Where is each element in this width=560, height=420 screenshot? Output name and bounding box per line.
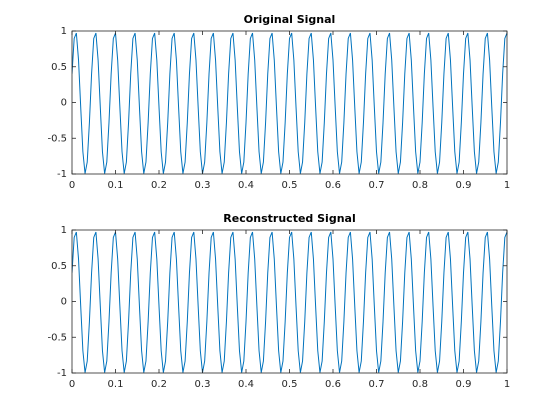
x-tick-label: 0.9 bbox=[456, 379, 472, 390]
x-tick-label: 0.4 bbox=[238, 379, 254, 390]
y-tick-label: -1 bbox=[57, 169, 67, 180]
x-tick-label: 0.5 bbox=[282, 180, 298, 191]
y-tick-label: 0 bbox=[61, 98, 67, 109]
x-tick-label: 1 bbox=[504, 379, 510, 390]
x-tick-label: 0.6 bbox=[325, 180, 341, 191]
x-tick-label: 0.8 bbox=[412, 379, 428, 390]
x-tick-label: 1 bbox=[504, 180, 510, 191]
x-tick-label: 0.2 bbox=[151, 379, 167, 390]
signal-line bbox=[72, 32, 507, 174]
y-tick-label: -0.5 bbox=[47, 133, 67, 144]
y-tick-label: 0 bbox=[61, 297, 67, 308]
plot-area bbox=[72, 31, 507, 174]
x-tick-label: 0.3 bbox=[195, 379, 211, 390]
y-tick-label: -0.5 bbox=[47, 332, 67, 343]
plot-group bbox=[72, 231, 507, 373]
x-tick-label: 0.4 bbox=[238, 180, 254, 191]
x-tick-label: 0.2 bbox=[151, 180, 167, 191]
x-tick-label: 0 bbox=[69, 180, 75, 191]
y-tick-label: 1 bbox=[61, 26, 67, 37]
x-tick-label: 0.1 bbox=[108, 180, 124, 191]
signal-line bbox=[72, 231, 507, 373]
x-tick-label: 0 bbox=[69, 379, 75, 390]
plot-area bbox=[72, 230, 507, 373]
x-tick-label: 0.9 bbox=[456, 180, 472, 191]
y-tick-label: -1 bbox=[57, 368, 67, 379]
x-tick-label: 0.6 bbox=[325, 379, 341, 390]
chart-title: Original Signal bbox=[244, 13, 336, 26]
x-tick-label: 0.5 bbox=[282, 379, 298, 390]
chart-title: Reconstructed Signal bbox=[223, 212, 355, 225]
x-tick-label: 0.8 bbox=[412, 180, 428, 191]
y-tick-label: 1 bbox=[61, 225, 67, 236]
axes: 0 0.1 0.2 0.3 0.4 0.5 0.6 0.7 0.8 0.9 1 -1 -0.5 0 0.5 1… bbox=[47, 212, 510, 390]
axes: 0 0.1 0.2 0.3 0.4 0.5 0.6 0.7 0.8 0.9 1 -1 -0.5 0 0.5 1… bbox=[47, 13, 510, 191]
y-tick-label: 0.5 bbox=[51, 62, 67, 73]
x-tick-label: 0.7 bbox=[369, 180, 385, 191]
x-tick-label: 0.7 bbox=[369, 379, 385, 390]
x-tick-label: 0.1 bbox=[108, 379, 124, 390]
y-tick-label: 0.5 bbox=[51, 261, 67, 272]
x-tick-label: 0.3 bbox=[195, 180, 211, 191]
plot-group bbox=[72, 32, 507, 174]
